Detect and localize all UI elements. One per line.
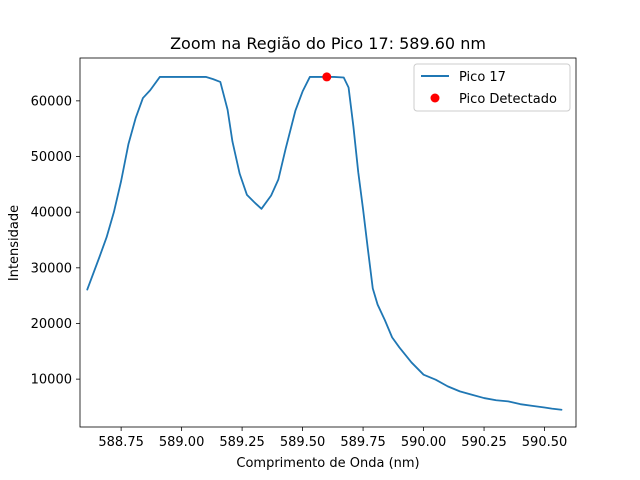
- x-axis-ticks: 588.75 589.00 589.25 589.50 589.75 590.00 590.…: [98, 427, 567, 450]
- y-tick-label: 20000: [31, 317, 72, 332]
- detected-peak-point: [322, 72, 332, 82]
- plot-area: [80, 58, 576, 427]
- x-tick-label: 589.75: [340, 435, 386, 450]
- x-tick-label: 589.50: [280, 435, 326, 450]
- legend-label-pico-17: Pico 17: [459, 70, 506, 85]
- y-tick-label: 10000: [31, 373, 72, 388]
- y-axis-label: Intensidade: [7, 205, 22, 281]
- series-layer: [86, 72, 563, 411]
- x-tick-label: 589.25: [219, 435, 265, 450]
- x-tick-label: 590.00: [401, 435, 447, 450]
- x-axis-label: Comprimento de Onda (nm): [236, 456, 419, 471]
- plot-frame: [79, 57, 577, 428]
- series-line-pico-17: [86, 76, 563, 411]
- x-tick-label: 590.25: [461, 435, 507, 450]
- x-tick-label: 590.50: [522, 435, 568, 450]
- x-tick-label: 588.75: [98, 435, 144, 450]
- legend-box: [413, 63, 571, 112]
- y-tick-label: 50000: [31, 150, 72, 165]
- y-axis-ticks: 10000 20000 30000 40000 50000 60000: [31, 94, 80, 388]
- y-tick-label: 30000: [31, 261, 72, 276]
- legend: Pico 17 Pico Detectado: [413, 63, 571, 112]
- legend-label-pico-detectado: Pico Detectado: [459, 92, 557, 107]
- x-tick-label: 589.00: [159, 435, 205, 450]
- y-tick-label: 40000: [31, 206, 72, 221]
- legend-marker-swatch: [430, 93, 440, 103]
- y-tick-label: 60000: [31, 94, 72, 109]
- chart-title: Zoom na Região do Pico 17: 589.60 nm: [170, 34, 486, 53]
